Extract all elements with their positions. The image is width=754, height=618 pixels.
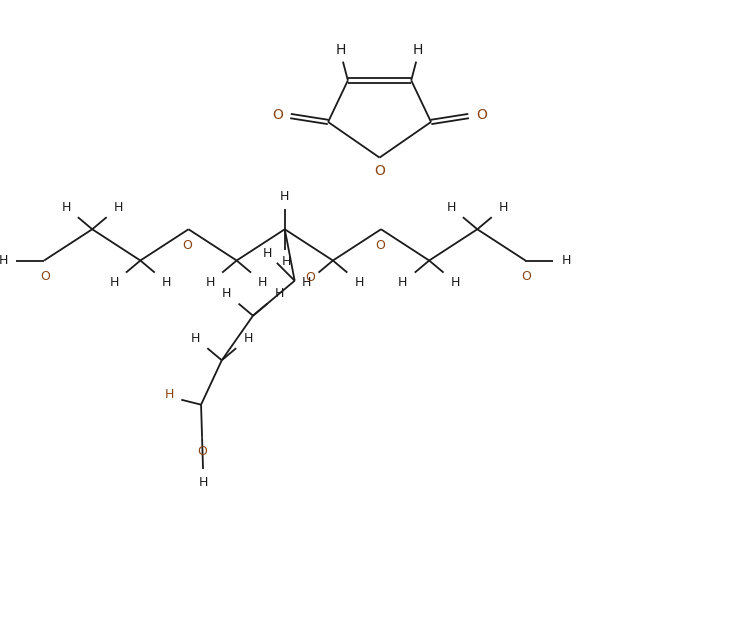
Text: H: H [0,254,8,267]
Text: H: H [244,332,253,345]
Text: H: H [198,476,207,489]
Text: H: H [451,276,460,289]
Text: H: H [302,276,311,289]
Text: H: H [114,201,123,214]
Text: H: H [354,276,364,289]
Text: H: H [162,276,171,289]
Text: O: O [374,164,385,179]
Text: H: H [274,287,284,300]
Text: H: H [446,201,455,214]
Text: H: H [282,255,292,268]
Text: H: H [561,254,571,267]
Text: H: H [258,276,268,289]
Text: H: H [222,287,231,300]
Text: H: H [61,201,71,214]
Text: H: H [262,247,271,260]
Text: H: H [164,388,174,401]
Text: H: H [398,276,408,289]
Text: O: O [476,108,487,122]
Text: O: O [40,270,50,283]
Text: O: O [305,271,315,284]
Text: H: H [336,43,346,57]
Text: O: O [375,239,385,252]
Text: H: H [191,332,200,345]
Text: O: O [522,270,532,283]
Text: O: O [182,239,192,252]
Text: O: O [197,445,207,458]
Text: H: H [206,276,215,289]
Text: H: H [280,190,290,203]
Text: H: H [109,276,119,289]
Text: O: O [272,108,283,122]
Text: H: H [499,201,508,214]
Text: H: H [413,43,423,57]
